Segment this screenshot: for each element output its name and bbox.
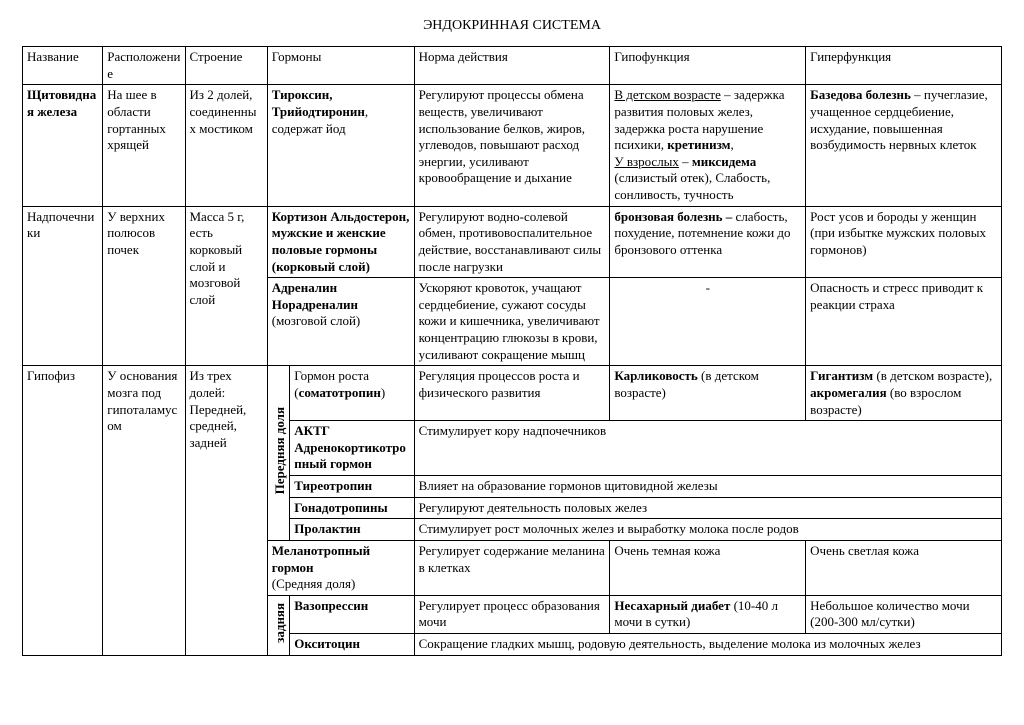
tsh-hormone: Тиреотропин <box>290 476 414 498</box>
prl-merged: Стимулирует рост молочных желез и вырабо… <box>414 519 1001 541</box>
tsh-merged: Влияет на образование гормонов щитовидно… <box>414 476 1001 498</box>
thyroid-hyper: Базедова болезнь – пучеглазие, учащенное… <box>806 85 1002 206</box>
thyroid-struct: Из 2 долей, соединенных мостиком <box>185 85 267 206</box>
gon-hormone: Гонадотропины <box>290 497 414 519</box>
anterior-lobe-label: Передняя доля <box>267 366 290 541</box>
pituitary-name: Гипофиз <box>23 366 103 655</box>
thyroid-name: Щитовидная железа <box>23 85 103 206</box>
col-hormones: Гормоны <box>267 47 414 85</box>
col-location: Расположение <box>103 47 185 85</box>
thyroid-loc: На шее в области гортанных хрящей <box>103 85 185 206</box>
adrenal-medulla-hypo: - <box>610 278 806 366</box>
row-thyroid: Щитовидная железа На шее в области горта… <box>23 85 1002 206</box>
endocrine-table: Название Расположение Строение Гормоны Н… <box>22 46 1002 656</box>
row-pituitary-gh: Гипофиз У основания мозга под гипоталаму… <box>23 366 1002 421</box>
mid-hormone: Меланотропный гормон(Средняя доля) <box>267 540 414 595</box>
gh-hormone: Гормон роста (соматотропин) <box>290 366 414 421</box>
gh-hypo: Карликовость (в детском возрасте) <box>610 366 806 421</box>
adrenal-cortex-hypo: бронзовая болезнь – слабость, похудение,… <box>610 206 806 278</box>
oxy-merged: Сокращение гладких мышц, родовую деятель… <box>414 634 1001 656</box>
thyroid-hypo: В детском возрасте – задержка развития п… <box>610 85 806 206</box>
pituitary-loc: У основания мозга под гипоталамусом <box>103 366 185 655</box>
adrenal-medulla-hormones: Адреналин Норадреналин (мозговой слой) <box>267 278 414 366</box>
adrenal-cortex-hyper: Рост усов и бороды у женщин (при избытке… <box>806 206 1002 278</box>
mid-hyper: Очень светлая кожа <box>806 540 1002 595</box>
page-title: ЭНДОКРИННАЯ СИСТЕМА <box>22 18 1002 34</box>
row-adrenal-cortex: Надпочечники У верхних полюсов почек Мас… <box>23 206 1002 278</box>
posterior-lobe-label: задняя <box>267 595 290 655</box>
adrenal-medulla-norm: Ускоряют кровоток, учащают сердцебиение,… <box>414 278 610 366</box>
thyroid-hormones: Тироксин, Трийодтиронин, содержат йод <box>267 85 414 206</box>
mid-norm: Регулирует содержание меланина в клетках <box>414 540 610 595</box>
table-header-row: Название Расположение Строение Гормоны Н… <box>23 47 1002 85</box>
adrenal-cortex-norm: Регулируют водно-солевой обмен, противов… <box>414 206 610 278</box>
adrenal-struct: Масса 5 г, есть корковый слой и мозговой… <box>185 206 267 366</box>
col-norm: Норма действия <box>414 47 610 85</box>
vaso-norm: Регулирует процесс образования мочи <box>414 595 610 633</box>
col-hypo: Гипофункция <box>610 47 806 85</box>
adrenal-name: Надпочечники <box>23 206 103 366</box>
thyroid-norm: Регулируют процессы обмена веществ, увел… <box>414 85 610 206</box>
acth-merged: Стимулирует кору надпочечников <box>414 421 1001 476</box>
pituitary-struct: Из трех долей: Передней, средней, задней <box>185 366 267 655</box>
adrenal-medulla-hyper: Опасность и стресс приводит к реакции ст… <box>806 278 1002 366</box>
gon-merged: Регулируют деятельность половых желез <box>414 497 1001 519</box>
acth-hormone: АКТГ Адренокортикотропный гормон <box>290 421 414 476</box>
gh-hyper: Гигантизм (в детском возрасте), акромега… <box>806 366 1002 421</box>
vaso-hyper: Небольшое количество мочи (200-300 мл/су… <box>806 595 1002 633</box>
adrenal-cortex-hormones: Кортизон Альдостерон, мужские и женские … <box>267 206 414 278</box>
prl-hormone: Пролактин <box>290 519 414 541</box>
vaso-hormone: Вазопрессин <box>290 595 414 633</box>
mid-hypo: Очень темная кожа <box>610 540 806 595</box>
col-structure: Строение <box>185 47 267 85</box>
col-name: Название <box>23 47 103 85</box>
oxy-hormone: Окситоцин <box>290 634 414 656</box>
vaso-hypo: Несахарный диабет (10-40 л мочи в сутки) <box>610 595 806 633</box>
col-hyper: Гиперфункция <box>806 47 1002 85</box>
adrenal-loc: У верхних полюсов почек <box>103 206 185 366</box>
gh-norm: Регуляция процессов роста и физического … <box>414 366 610 421</box>
